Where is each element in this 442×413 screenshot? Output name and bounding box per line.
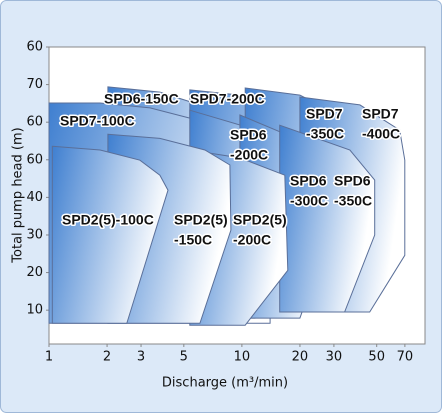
region-label: SPD2(5)-100C <box>62 212 154 228</box>
y-tick-label: 30 <box>26 227 43 242</box>
x-tick-label: 3 <box>137 350 145 365</box>
y-tick-label: 70 <box>26 77 43 92</box>
region-label: -150C <box>174 232 212 248</box>
region-label: -350C <box>334 193 372 209</box>
region-label: SPD2(5) <box>174 212 228 228</box>
region-label: SPD7-100C <box>60 113 135 129</box>
region-label: SPD7 <box>306 106 343 122</box>
region-label: SPD6-150C <box>104 91 179 107</box>
y-tick-label: 20 <box>26 265 43 280</box>
region-label: SPD7 <box>362 106 399 122</box>
x-tick-label: 20 <box>292 350 309 365</box>
region <box>279 124 376 313</box>
x-axis-label: Discharge (m³/min) <box>162 376 288 391</box>
region-label: -200C <box>230 147 268 163</box>
region-label: -400C <box>362 126 400 142</box>
y-tick-label: 10 <box>26 303 43 318</box>
region-label: SPD6 <box>230 127 267 143</box>
region-label: SPD2(5) <box>233 212 287 228</box>
region-label: -200C <box>233 232 271 248</box>
x-tick-label: 10 <box>234 350 251 365</box>
x-tick-label: 70 <box>397 350 414 365</box>
x-tick-label: 2 <box>103 350 111 365</box>
region-label: SPD6 <box>290 173 327 189</box>
x-tick-label: 50 <box>368 350 385 365</box>
region-label: -350C <box>306 126 344 142</box>
region-label: SPD7-200C <box>190 91 265 107</box>
x-tick-label: 1 <box>45 350 53 365</box>
y-tick-label: 60 <box>26 40 43 55</box>
region-label: SPD6 <box>334 173 371 189</box>
y-axis-label: Total pump head (m) <box>11 127 26 263</box>
x-tick-label: 30 <box>326 350 343 365</box>
x-tick-label: 5 <box>180 350 188 365</box>
y-tick-label: 40 <box>26 190 43 205</box>
region <box>51 145 169 324</box>
y-tick-label: 60 <box>26 115 43 130</box>
region-label: -300C <box>290 193 328 209</box>
y-tick-label: 60 <box>26 152 43 167</box>
